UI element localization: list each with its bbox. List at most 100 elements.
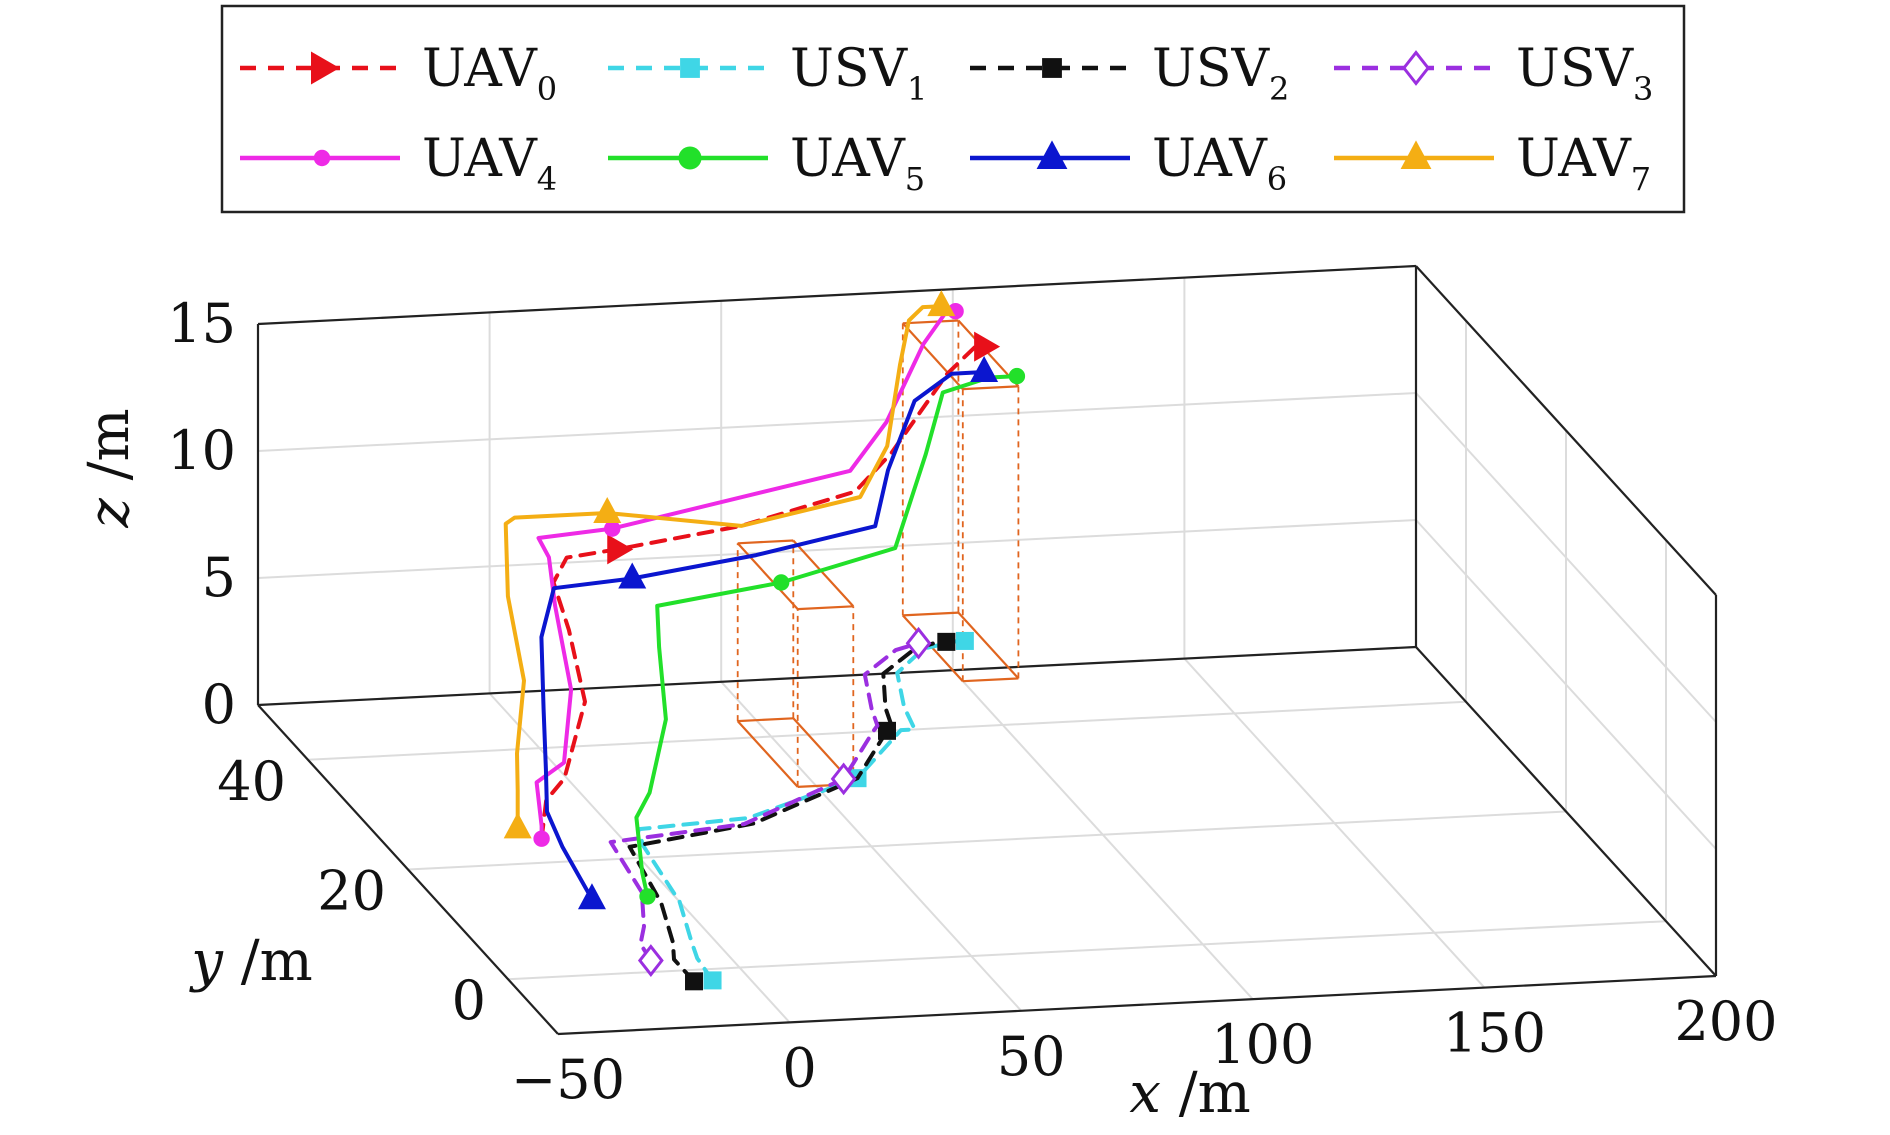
series-uav6 (539, 356, 999, 910)
point-marker (878, 721, 896, 740)
grid-line (1415, 392, 1717, 723)
x-axis-label: x /m (1129, 1061, 1250, 1126)
end-marker (970, 356, 999, 383)
formation-box-edge (962, 677, 1019, 683)
y-tick-label: 0 (452, 969, 486, 1032)
formation-box-edge (902, 319, 959, 325)
legend-label: USV1 (790, 39, 927, 108)
series-usv1 (635, 631, 974, 990)
start-marker (639, 888, 656, 905)
legend-entry: USV2 (970, 39, 1289, 108)
point-marker (830, 762, 857, 796)
legend-swatch-marker (313, 149, 331, 167)
end-marker (974, 331, 1001, 362)
axis-edge (257, 645, 1417, 707)
legend-label: USV3 (1516, 39, 1653, 108)
legend-label: UAV4 (422, 129, 557, 198)
series-usv3 (608, 626, 932, 977)
trajectory-line (534, 309, 958, 841)
end-marker (1008, 367, 1026, 385)
formation-box-edge (902, 611, 959, 617)
start-marker (703, 971, 722, 990)
axis-edge (1415, 265, 1717, 596)
start-marker (637, 944, 664, 977)
start-marker (685, 972, 704, 991)
series-usv2 (627, 632, 956, 991)
x-tick-label: −50 (511, 1048, 625, 1111)
legend-swatch-marker (1042, 58, 1062, 78)
point-marker (604, 520, 621, 537)
legend-label: USV2 (1152, 39, 1289, 108)
y-tick-label: 20 (317, 860, 386, 923)
axis-edge (557, 974, 1717, 1036)
x-tick-label: 100 (1211, 1013, 1314, 1076)
formation-box-edge (901, 322, 964, 390)
formation-box-edge (737, 539, 794, 545)
formation-box-edge (962, 385, 1019, 391)
point-marker (593, 496, 622, 523)
tick-labels: −50 0 50 100 150 200 0 20 40 0 5 10 15 (167, 292, 1777, 1111)
end-marker (927, 290, 956, 317)
y-axis-label: y /m (188, 929, 312, 994)
formation-box-edge (736, 720, 799, 788)
end-marker (955, 631, 974, 650)
legend-swatch-marker (1036, 140, 1068, 169)
x-tick-label: 200 (1674, 990, 1777, 1053)
formation-box-edge (957, 611, 1020, 680)
z-tick-label: 5 (202, 546, 236, 609)
legend-swatch-marker (678, 146, 702, 170)
z-axis-label: z /m (77, 408, 142, 528)
series-uav7 (503, 290, 956, 839)
grid-line (257, 392, 1417, 452)
start-marker (503, 812, 532, 839)
formation-box-edge (797, 605, 854, 611)
legend-label: UAV0 (422, 39, 557, 108)
legend-label: UAV5 (790, 129, 925, 198)
formation-box-edge (737, 717, 794, 723)
x-tick-label: 50 (997, 1025, 1066, 1088)
grid-line (407, 810, 1567, 871)
axis-edge (257, 264, 1417, 326)
point-marker (607, 534, 634, 565)
formation-box-edge (792, 539, 855, 608)
start-marker (577, 883, 606, 910)
legend-label: UAV6 (1152, 129, 1287, 198)
legend-label: UAV7 (1516, 129, 1651, 198)
legend-swatch-marker (680, 58, 700, 78)
legend-box (220, 4, 1686, 214)
series-uav4 (533, 302, 964, 847)
axis-labels: x /m y /m z /m (77, 408, 1251, 1126)
legend-entry: UAV0 (240, 39, 557, 108)
point-marker (618, 562, 647, 589)
axis-edge (257, 704, 559, 1035)
trajectory-line (539, 344, 987, 841)
legend-entry: UAV5 (608, 129, 925, 198)
grid-line (507, 920, 1667, 981)
z-tick-label: 0 (202, 673, 236, 736)
point-marker (773, 574, 790, 591)
z-tick-label: 10 (167, 419, 236, 482)
legend-entry: USV1 (608, 39, 927, 108)
legend: UAV0 USV1 USV2 USV3 UAV4 UAV5 UAV6 UAV7 (220, 4, 1686, 214)
trajectory-line (627, 639, 949, 984)
legend-swatch-marker (1401, 50, 1431, 86)
start-marker (533, 830, 550, 847)
end-marker (937, 632, 956, 651)
trajectory-line (635, 638, 967, 983)
x-tick-label: 0 (782, 1036, 816, 1099)
legend-entry: USV3 (1334, 39, 1653, 108)
grid-line (1415, 519, 1717, 850)
legend-entry: UAV6 (970, 129, 1287, 198)
x-tick-label: 150 (1443, 1002, 1546, 1065)
legend-entry: UAV4 (240, 129, 557, 198)
legend-entry: UAV7 (1334, 129, 1651, 198)
legend-swatch-marker (1400, 140, 1432, 169)
series-uav0 (539, 331, 1001, 841)
trajectories (503, 290, 1026, 991)
axes-3d (256, 264, 1718, 1036)
grid-line (257, 519, 1417, 579)
y-tick-label: 40 (217, 750, 286, 813)
end-marker (905, 626, 932, 660)
trajectory-line (608, 641, 921, 963)
